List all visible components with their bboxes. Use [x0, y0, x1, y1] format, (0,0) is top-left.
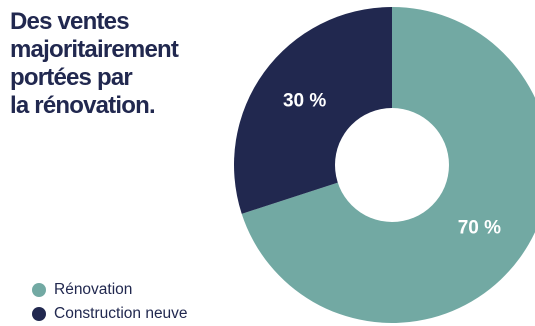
legend-label-construction-neuve: Construction neuve: [54, 305, 188, 322]
slice-renovation: [241, 7, 535, 323]
legend-swatch-renovation: [32, 283, 46, 297]
slice-label-construction-neuve: 30 %: [283, 91, 326, 112]
chart-legend: Rénovation Construction neuve: [32, 278, 188, 326]
legend-swatch-construction-neuve: [32, 307, 46, 321]
legend-item-renovation: Rénovation: [32, 278, 188, 302]
chart-title: Des ventes majoritairement portées par l…: [10, 8, 179, 119]
legend-label-renovation: Rénovation: [54, 281, 133, 298]
legend-item-construction-neuve: Construction neuve: [32, 302, 188, 326]
slice-label-renovation: 70 %: [458, 217, 501, 238]
donut-hole: [335, 108, 449, 222]
